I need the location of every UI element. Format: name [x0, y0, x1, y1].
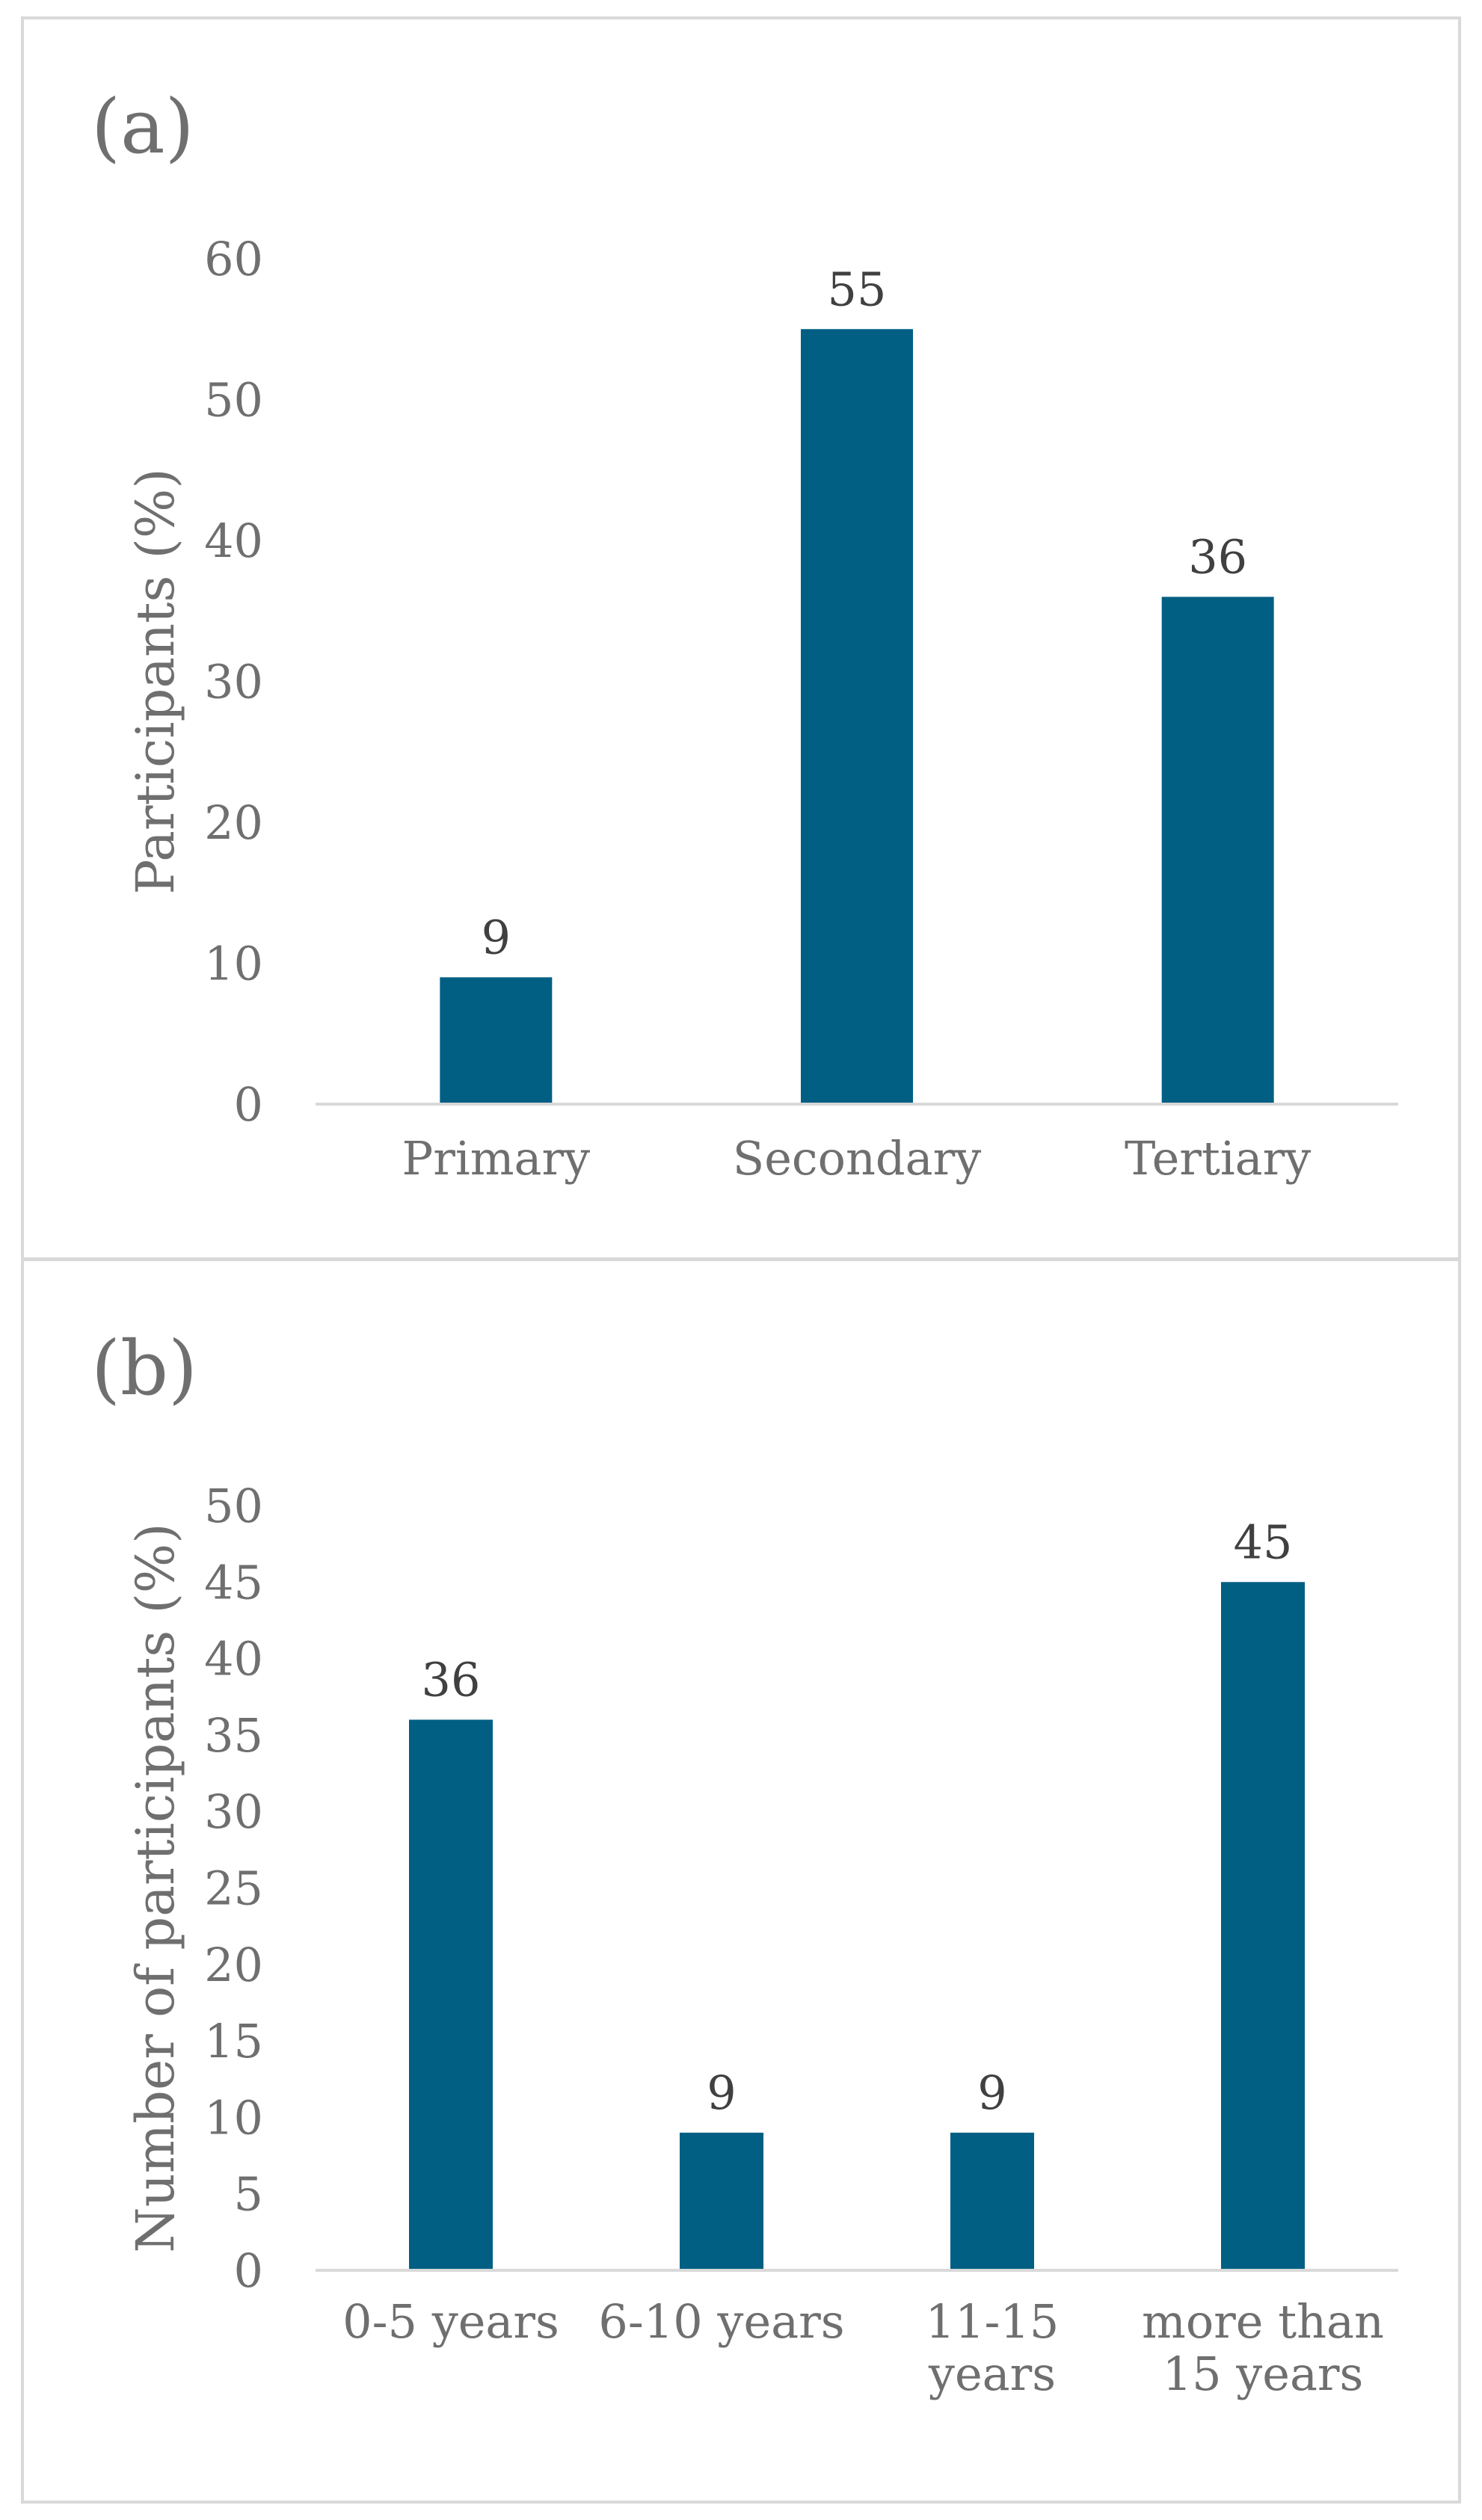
- data-label: 9: [977, 2065, 1006, 2120]
- y-tick-label: 20: [204, 1938, 263, 1992]
- data-label: 9: [707, 2065, 736, 2120]
- bar: [801, 329, 913, 1104]
- panel-label: (a): [91, 83, 194, 170]
- bar: [680, 2132, 763, 2270]
- bar: [409, 1719, 493, 2270]
- y-tick-label: 35: [204, 1708, 263, 1763]
- y-tick-label: 30: [204, 1784, 263, 1839]
- y-tick-label: 0: [234, 2243, 263, 2298]
- y-axis-title: Number of participants (%): [125, 1523, 186, 2252]
- y-tick-label: 0: [234, 1077, 263, 1132]
- y-tick-label: 50: [204, 1479, 263, 1533]
- category-label: years: [928, 2347, 1056, 2401]
- y-tick-label: 20: [204, 795, 263, 850]
- chart-b-svg: (b) 0 5 10 15 20 25 30 35 40 45 50 Number of partici…: [91, 1325, 1398, 2401]
- y-tick-label: 60: [204, 232, 263, 286]
- chart-a-svg: (a) 0 10 20 30 40 50 60 Participants (%) 9 Primary…: [91, 83, 1398, 1186]
- y-tick-label: 30: [204, 655, 263, 709]
- y-tick-label: 50: [204, 373, 263, 428]
- y-tick-label: 40: [204, 1632, 263, 1686]
- bar: [1161, 597, 1274, 1104]
- category-label: 6-10 years: [598, 2294, 844, 2349]
- bar: [950, 2132, 1034, 2270]
- category-label: 11-15: [926, 2294, 1060, 2349]
- data-label: 36: [1188, 529, 1247, 584]
- bar: [1221, 1582, 1305, 2270]
- data-label: 45: [1234, 1515, 1293, 1569]
- y-tick-label: 15: [204, 2014, 263, 2068]
- category-label: Primary: [402, 1131, 591, 1186]
- category-label: more than: [1142, 2294, 1384, 2349]
- chart-panel-b: (b) 0 5 10 15 20 25 30 35 40 45 50 Number of partici…: [21, 1258, 1461, 2504]
- y-tick-label: 40: [204, 514, 263, 568]
- panel-label: (b): [91, 1325, 197, 1412]
- category-label: Tertiary: [1125, 1131, 1311, 1186]
- y-tick-label: 45: [204, 1555, 263, 1609]
- category-label: Secondary: [733, 1131, 981, 1186]
- bar: [440, 977, 553, 1104]
- y-tick-label: 10: [204, 937, 263, 991]
- chart-panel-a: (a) 0 10 20 30 40 50 60 Participants (%) 9 Primary…: [21, 16, 1461, 1260]
- y-tick-label: 25: [204, 1861, 263, 1916]
- category-label: 0-5 years: [342, 2294, 559, 2349]
- y-tick-label: 10: [204, 2090, 263, 2145]
- y-tick-label: 5: [234, 2167, 263, 2222]
- data-label: 9: [482, 910, 511, 964]
- y-axis-title: Participants (%): [125, 468, 186, 894]
- category-label: 15 years: [1163, 2347, 1364, 2401]
- data-label: 36: [422, 1652, 481, 1707]
- data-label: 55: [828, 262, 887, 316]
